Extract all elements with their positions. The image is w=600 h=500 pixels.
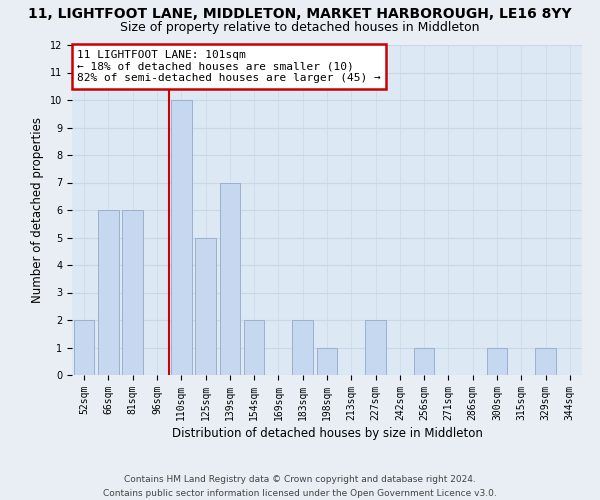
Bar: [535, 348, 556, 375]
Text: Size of property relative to detached houses in Middleton: Size of property relative to detached ho…: [120, 21, 480, 34]
Bar: [171, 100, 191, 375]
Bar: [74, 320, 94, 375]
X-axis label: Distribution of detached houses by size in Middleton: Distribution of detached houses by size …: [172, 427, 482, 440]
Y-axis label: Number of detached properties: Number of detached properties: [31, 117, 44, 303]
Text: 11, LIGHTFOOT LANE, MIDDLETON, MARKET HARBOROUGH, LE16 8YY: 11, LIGHTFOOT LANE, MIDDLETON, MARKET HA…: [28, 8, 572, 22]
Bar: [220, 182, 240, 375]
Bar: [414, 348, 434, 375]
Bar: [98, 210, 119, 375]
Bar: [487, 348, 508, 375]
Bar: [365, 320, 386, 375]
Text: Contains HM Land Registry data © Crown copyright and database right 2024.
Contai: Contains HM Land Registry data © Crown c…: [103, 476, 497, 498]
Bar: [195, 238, 216, 375]
Bar: [317, 348, 337, 375]
Bar: [122, 210, 143, 375]
Bar: [292, 320, 313, 375]
Text: 11 LIGHTFOOT LANE: 101sqm
← 18% of detached houses are smaller (10)
82% of semi-: 11 LIGHTFOOT LANE: 101sqm ← 18% of detac…: [77, 50, 381, 83]
Bar: [244, 320, 265, 375]
